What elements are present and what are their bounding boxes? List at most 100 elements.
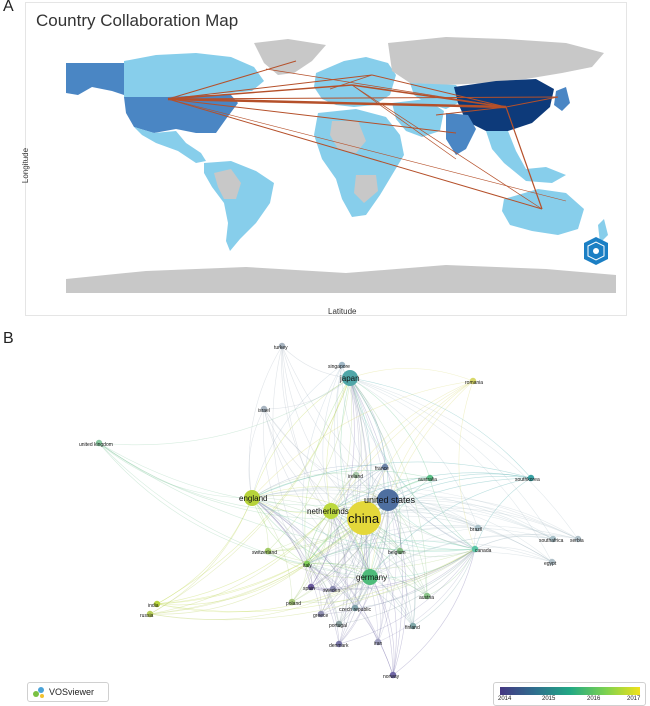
node-circle[interactable] xyxy=(335,620,343,628)
node-iran[interactable]: iran xyxy=(374,638,383,647)
node-netherlands[interactable]: netherlands xyxy=(307,503,349,519)
collaboration-edge xyxy=(310,377,355,588)
collaboration-edge xyxy=(306,563,394,676)
node-circle[interactable] xyxy=(362,569,378,585)
node-australia[interactable]: australia xyxy=(418,474,437,483)
node-circle[interactable] xyxy=(469,377,477,385)
node-circle[interactable] xyxy=(264,547,272,555)
node-japan[interactable]: japan xyxy=(339,370,360,386)
node-circle[interactable] xyxy=(377,489,399,511)
node-poland[interactable]: poland xyxy=(286,598,301,607)
node-circle[interactable] xyxy=(244,490,260,506)
collaboration-edge xyxy=(251,470,431,499)
node-circle[interactable] xyxy=(95,439,103,447)
collaboration-edge xyxy=(363,515,553,563)
node-circle[interactable] xyxy=(347,501,381,535)
node-circle[interactable] xyxy=(338,361,346,369)
network-nodes: china united states japan england germany net… xyxy=(79,342,584,680)
collaboration-edge xyxy=(267,548,476,569)
node-russia[interactable]: russia xyxy=(140,610,154,619)
node-circle[interactable] xyxy=(549,535,557,543)
node-circle[interactable] xyxy=(409,622,417,630)
collaboration-edge xyxy=(149,548,476,621)
node-label: sweden xyxy=(323,588,340,594)
collaboration-edge xyxy=(349,377,386,468)
node-circle[interactable] xyxy=(352,471,360,479)
region-russia xyxy=(388,37,604,85)
node-south-korea[interactable]: southkorea xyxy=(515,474,540,483)
node-circle[interactable] xyxy=(474,524,482,532)
node-label: canada xyxy=(475,548,492,554)
node-circle[interactable] xyxy=(351,604,359,612)
node-greece[interactable]: greece xyxy=(313,610,329,619)
node-circle[interactable] xyxy=(303,560,311,568)
node-romania[interactable]: romania xyxy=(465,377,483,386)
node-label: turkey xyxy=(274,345,288,351)
node-circle[interactable] xyxy=(146,610,154,618)
collaboration-edge xyxy=(251,497,334,590)
node-singapore[interactable]: singapore xyxy=(328,361,350,370)
node-canada[interactable]: canada xyxy=(471,545,492,554)
node-circle[interactable] xyxy=(471,545,479,553)
node-denmark[interactable]: denmark xyxy=(329,640,349,649)
node-label: spain xyxy=(303,586,315,592)
collaboration-edge xyxy=(251,497,371,578)
node-label: austria xyxy=(419,595,434,601)
collaboration-edge xyxy=(263,377,351,410)
node-france[interactable]: france xyxy=(375,463,389,472)
collaboration-edge xyxy=(330,510,340,590)
node-austria[interactable]: austria xyxy=(419,592,434,601)
node-india[interactable]: india xyxy=(148,600,161,609)
node-circle[interactable] xyxy=(423,592,431,600)
node-circle[interactable] xyxy=(426,474,434,482)
node-circle[interactable] xyxy=(288,598,296,606)
collaboration-edge xyxy=(251,497,322,615)
collaboration-edge xyxy=(349,377,363,476)
node-circle[interactable] xyxy=(329,585,337,593)
collaboration-edge xyxy=(98,442,371,578)
node-ireland[interactable]: ireland xyxy=(348,471,363,480)
node-belgium[interactable]: belgium xyxy=(388,547,406,556)
node-circle[interactable] xyxy=(153,600,161,608)
node-circle[interactable] xyxy=(260,405,268,413)
node-circle[interactable] xyxy=(335,640,343,648)
node-norway[interactable]: norway xyxy=(383,671,400,680)
node-turkey[interactable]: turkey xyxy=(274,342,288,351)
collaboration-edge xyxy=(98,377,351,446)
node-china[interactable]: china xyxy=(347,501,381,535)
node-switzerland[interactable]: switzerland xyxy=(252,547,277,556)
node-czech-republic[interactable]: czech republic xyxy=(339,604,371,613)
node-united-states[interactable]: united states xyxy=(364,489,416,511)
node-circle[interactable] xyxy=(278,342,286,350)
node-egypt[interactable]: egypt xyxy=(544,558,557,567)
node-italy[interactable]: italy xyxy=(303,560,312,569)
node-circle[interactable] xyxy=(396,547,404,555)
node-south-africa[interactable]: southafrica xyxy=(539,535,564,544)
node-label: portugal xyxy=(329,623,347,629)
node-label: italy xyxy=(303,563,312,569)
node-circle[interactable] xyxy=(548,558,556,566)
node-portugal[interactable]: portugal xyxy=(329,620,347,629)
node-spain[interactable]: spain xyxy=(303,583,315,592)
node-serbia[interactable]: serbia xyxy=(570,535,584,544)
node-circle[interactable] xyxy=(381,463,389,471)
node-circle[interactable] xyxy=(323,503,339,519)
node-brazil[interactable]: brazil xyxy=(470,524,482,533)
region-africa-b xyxy=(330,121,366,153)
node-label: iran xyxy=(374,641,383,647)
node-circle[interactable] xyxy=(317,610,325,618)
journal-logo-icon xyxy=(584,237,608,265)
node-circle[interactable] xyxy=(342,370,358,386)
node-sweden[interactable]: sweden xyxy=(323,585,340,594)
node-israel[interactable]: israel xyxy=(258,405,270,414)
node-circle[interactable] xyxy=(389,671,397,679)
node-circle[interactable] xyxy=(307,583,315,591)
collaboration-edge xyxy=(369,477,431,578)
node-circle[interactable] xyxy=(374,638,382,646)
node-united-kingdom[interactable]: united kingdom xyxy=(79,439,113,448)
node-circle[interactable] xyxy=(527,474,535,482)
node-finland[interactable]: finland xyxy=(405,622,420,631)
node-germany[interactable]: germany xyxy=(356,569,387,585)
node-circle[interactable] xyxy=(574,535,582,543)
node-england[interactable]: england xyxy=(239,490,267,506)
